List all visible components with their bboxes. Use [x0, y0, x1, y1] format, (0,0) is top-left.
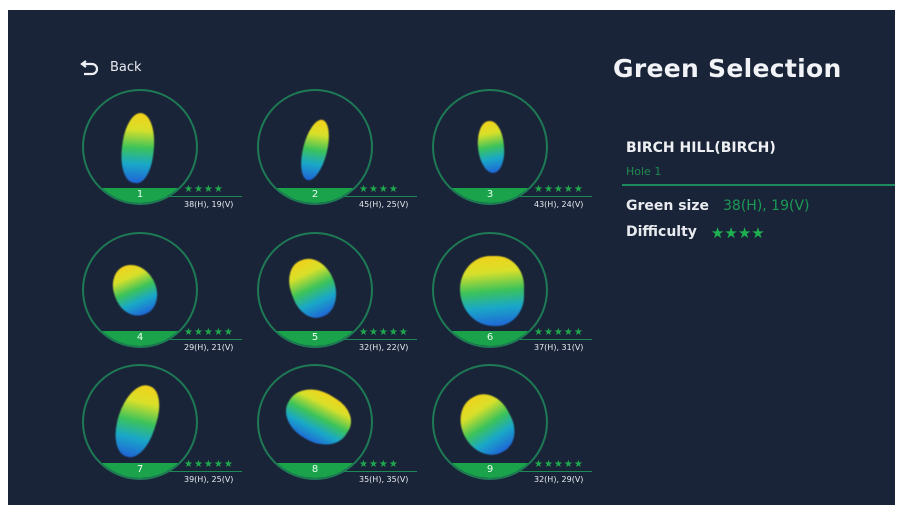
green-circle: 7 [82, 364, 198, 480]
green-size: 37(H), 31(V) [534, 343, 584, 352]
hole-number: 2 [259, 188, 371, 203]
difficulty-stars: ★★★★ [359, 459, 399, 470]
hole-card-9[interactable]: 9 ★★★★★ 32(H), 29(V) [432, 364, 612, 489]
hole-number: 1 [84, 188, 196, 203]
hole-card-6[interactable]: 6 ★★★★★ 37(H), 31(V) [432, 232, 612, 357]
green-circle: 1 [82, 89, 198, 205]
green-circle: 5 [257, 232, 373, 348]
hole-card-7[interactable]: 7 ★★★★★ 39(H), 25(V) [82, 364, 262, 489]
hole-card-3[interactable]: 3 ★★★★★ 43(H), 24(V) [432, 89, 612, 214]
back-button[interactable]: Back [80, 58, 142, 76]
difficulty-row: Difficulty ★★★★ [626, 224, 765, 242]
hole-number: 4 [84, 331, 196, 346]
green-circle: 8 [257, 364, 373, 480]
green-size-value: 38(H), 19(V) [723, 198, 810, 214]
divider [622, 184, 895, 186]
difficulty-stars: ★★★★ [359, 184, 399, 195]
green-contour-image [107, 379, 167, 463]
green-size: 35(H), 35(V) [359, 475, 409, 484]
difficulty-stars: ★★★★ [710, 224, 765, 242]
hole-card-5[interactable]: 5 ★★★★★ 32(H), 22(V) [257, 232, 437, 357]
green-size-row: Green size 38(H), 19(V) [626, 198, 810, 214]
green-contour-image [106, 258, 164, 322]
hole-number: 3 [434, 188, 546, 203]
green-contour-image [475, 119, 507, 175]
hole-card-2[interactable]: 2 ★★★★ 45(H), 25(V) [257, 89, 437, 214]
difficulty-stars: ★★★★★ [534, 327, 584, 338]
page-title: Green Selection [613, 54, 842, 83]
green-contour-image [282, 252, 344, 324]
back-arrow-icon [80, 60, 99, 76]
green-contour-image [295, 117, 335, 183]
difficulty-stars: ★★★★★ [359, 327, 409, 338]
green-circle: 2 [257, 89, 373, 205]
green-size: 45(H), 25(V) [359, 200, 409, 209]
course-name: BIRCH HILL(BIRCH) [626, 140, 776, 156]
green-size: 38(H), 19(V) [184, 200, 234, 209]
hole-card-4[interactable]: 4 ★★★★★ 29(H), 21(V) [82, 232, 262, 357]
green-size: 43(H), 24(V) [534, 200, 584, 209]
hole-number: 7 [84, 463, 196, 478]
hole-label: Hole 1 [626, 165, 662, 178]
green-size: 29(H), 21(V) [184, 343, 234, 352]
hole-number: 8 [259, 463, 371, 478]
green-circle: 4 [82, 232, 198, 348]
difficulty-stars: ★★★★★ [184, 459, 234, 470]
green-size: 32(H), 22(V) [359, 343, 409, 352]
difficulty-label: Difficulty [626, 224, 697, 240]
difficulty-stars: ★★★★★ [534, 459, 584, 470]
difficulty-stars: ★★★★ [184, 184, 224, 195]
green-contour-image [460, 256, 524, 326]
green-circle: 9 [432, 364, 548, 480]
green-size: 32(H), 29(V) [534, 475, 584, 484]
hole-number: 9 [434, 463, 546, 478]
difficulty-stars: ★★★★★ [184, 327, 234, 338]
green-contour-image [450, 385, 524, 465]
green-size-label: Green size [626, 198, 710, 214]
hole-number: 5 [259, 331, 371, 346]
hole-number: 6 [434, 331, 546, 346]
green-contour-image [117, 111, 159, 185]
green-size: 39(H), 25(V) [184, 475, 234, 484]
hole-card-1[interactable]: 1 ★★★★ 38(H), 19(V) [82, 89, 262, 214]
back-label: Back [110, 59, 142, 75]
green-circle: 6 [432, 232, 548, 348]
green-circle: 3 [432, 89, 548, 205]
hole-card-8[interactable]: 8 ★★★★ 35(H), 35(V) [257, 364, 437, 489]
difficulty-stars: ★★★★★ [534, 184, 584, 195]
green-contour-image [276, 378, 360, 456]
